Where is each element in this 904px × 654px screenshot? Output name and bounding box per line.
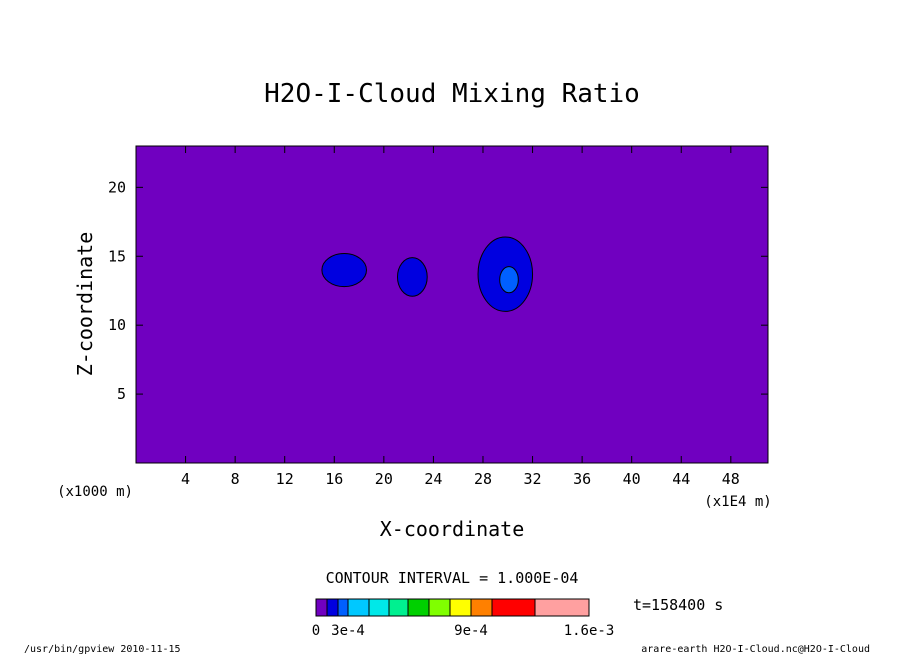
colorbar-swatch <box>315 598 328 617</box>
y-tick-label: 15 <box>108 247 126 265</box>
x-tick-label: 12 <box>276 470 294 488</box>
plot-background <box>136 146 768 463</box>
x-tick-label: 28 <box>474 470 492 488</box>
x-axis-unit: (x1E4 m) <box>704 494 771 510</box>
footer-left: /usr/bin/gpview 2010-11-15 <box>24 644 181 654</box>
y-tick-label: 10 <box>108 316 126 334</box>
x-tick-label: 24 <box>424 470 442 488</box>
x-tick-label: 32 <box>524 470 542 488</box>
cloud-blob-2 <box>396 257 428 297</box>
cloud-blob-1 <box>321 253 367 288</box>
x-axis-label: X-coordinate <box>380 517 525 541</box>
x-tick-label: 44 <box>672 470 690 488</box>
contour-interval-text: CONTOUR INTERVAL = 1.000E-04 <box>326 569 579 587</box>
colorbar-swatch <box>470 598 493 617</box>
colorbar-swatch <box>347 598 370 617</box>
cloud-core-3 <box>499 266 519 294</box>
x-tick-label: 36 <box>573 470 591 488</box>
x-tick-label: 40 <box>623 470 641 488</box>
colorbar-swatch <box>428 598 451 617</box>
colorbar-swatch <box>449 598 472 617</box>
colorbar-swatch <box>368 598 390 617</box>
colorbar-label: 1.6e-3 <box>564 623 615 639</box>
y-tick-label: 20 <box>108 178 126 196</box>
colorbar-swatch <box>326 598 339 617</box>
colorbar-swatch <box>407 598 430 617</box>
colorbar-label: 9e-4 <box>454 623 488 639</box>
y-axis-label: Z-coordinate <box>73 232 97 377</box>
colorbar: 0 3e-4 9e-4 1.6e-3 <box>312 598 615 639</box>
time-label: t=158400 s <box>633 596 723 614</box>
chart-title: H2O-I-Cloud Mixing Ratio <box>264 79 640 109</box>
x-tick-label: 20 <box>375 470 393 488</box>
colorbar-swatch <box>337 598 349 617</box>
colorbar-swatch <box>491 598 536 617</box>
colorbar-swatch <box>534 598 590 617</box>
x-tick-label: 8 <box>231 470 240 488</box>
colorbar-label: 3e-4 <box>331 623 365 639</box>
x-tick-label: 48 <box>722 470 740 488</box>
plot-frame <box>135 145 769 464</box>
y-axis-unit: (x1000 m) <box>57 484 133 500</box>
x-tick-label: 16 <box>325 470 343 488</box>
y-tick-label: 5 <box>117 385 126 403</box>
x-tick-label: 4 <box>181 470 190 488</box>
colorbar-swatch <box>388 598 409 617</box>
footer-right: arare-earth_H2O-I-Cloud.nc@H2O-I-Cloud <box>641 644 870 654</box>
colorbar-label: 0 <box>312 623 320 639</box>
